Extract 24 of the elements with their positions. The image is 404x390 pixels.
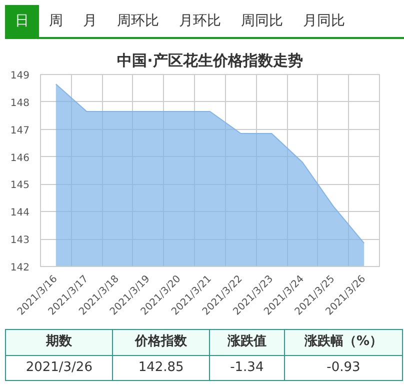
y-tick-label: 142: [10, 262, 30, 274]
text: 周环比: [116, 12, 160, 31]
text: 日: [5, 5, 39, 37]
text: 142.85: [112, 355, 210, 381]
y-tick-label: 148: [10, 98, 30, 109]
text: 2021/3/26: [6, 355, 113, 381]
y-tick-label: 146: [10, 152, 30, 164]
text: -0.93: [284, 355, 402, 381]
text: 周同比: [240, 12, 284, 31]
text: 涨跌幅（%）: [284, 330, 402, 356]
y-tick-label: 149: [10, 70, 30, 82]
text: 月环比: [178, 12, 222, 31]
text: -1.34: [209, 355, 284, 381]
text: 期数: [6, 330, 113, 356]
text: 月同比: [302, 12, 346, 31]
y-tick-label: 143: [10, 235, 30, 246]
text: 周: [48, 12, 64, 31]
text: 价格指数: [112, 330, 210, 356]
text: 月: [82, 12, 98, 31]
y-tick-label: 144: [10, 208, 30, 219]
text: 涨跌值: [209, 330, 284, 356]
y-tick-label: 147: [10, 125, 30, 136]
y-tick-label: 145: [10, 180, 30, 192]
chart-title: 中国·产区花生价格指数走势: [117, 52, 303, 70]
